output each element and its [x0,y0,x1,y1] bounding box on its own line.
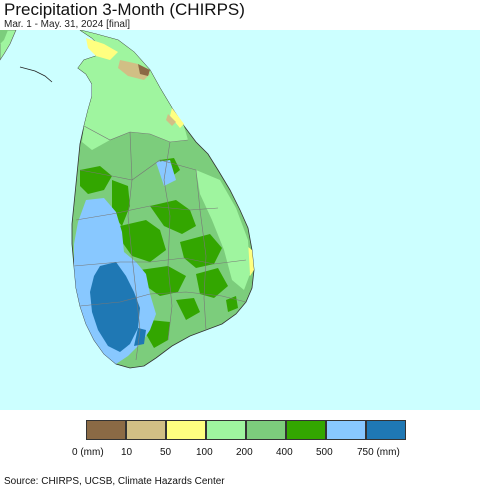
india-coast-dark [0,30,8,44]
map-subtitle: Mar. 1 - May. 31, 2024 [final] [4,19,130,30]
wet-zone-dark-blue [90,262,140,352]
legend-swatch-500 [326,420,366,440]
legend-tick-50: 50 [160,447,172,458]
north-yellow-patch [86,38,118,60]
wet-zone-light-blue-east [156,160,176,186]
legend-swatch-10 [126,420,166,440]
precipitation-map [0,30,480,410]
east-yellow-strip [170,108,184,128]
adams-bridge [19,66,53,83]
district-boundaries [73,125,247,361]
legend-swatch-0 [86,420,126,440]
legend-tick-10: 10 [121,447,133,458]
legend-tick-200: 200 [236,447,253,458]
legend-swatch-200 [246,420,286,440]
wet-zone-dark-blue-south [134,328,146,346]
source-credit: Source: CHIRPS, UCSB, Climate Hazards Ce… [4,476,225,487]
map-canvas [0,30,255,369]
legend-swatch-100 [206,420,246,440]
legend-swatch-400 [286,420,326,440]
north-brown-patch [138,64,150,76]
legend-colorbar [86,420,406,440]
east-light-band [196,170,250,290]
legend-swatch-750 [366,420,406,440]
legend-tick-750: 750 (mm) [357,447,400,458]
legend-tick-100: 100 [196,447,213,458]
legend-tick-0: 0 (mm) [72,447,104,458]
map-title: Precipitation 3-Month (CHIRPS) [4,0,245,19]
east-tan-strip [166,114,176,126]
north-light-zone [78,30,188,150]
legend-tick-500: 500 [316,447,333,458]
legend-swatch-50 [166,420,206,440]
legend-tick-400: 400 [276,447,293,458]
north-tan-patch [118,60,150,80]
